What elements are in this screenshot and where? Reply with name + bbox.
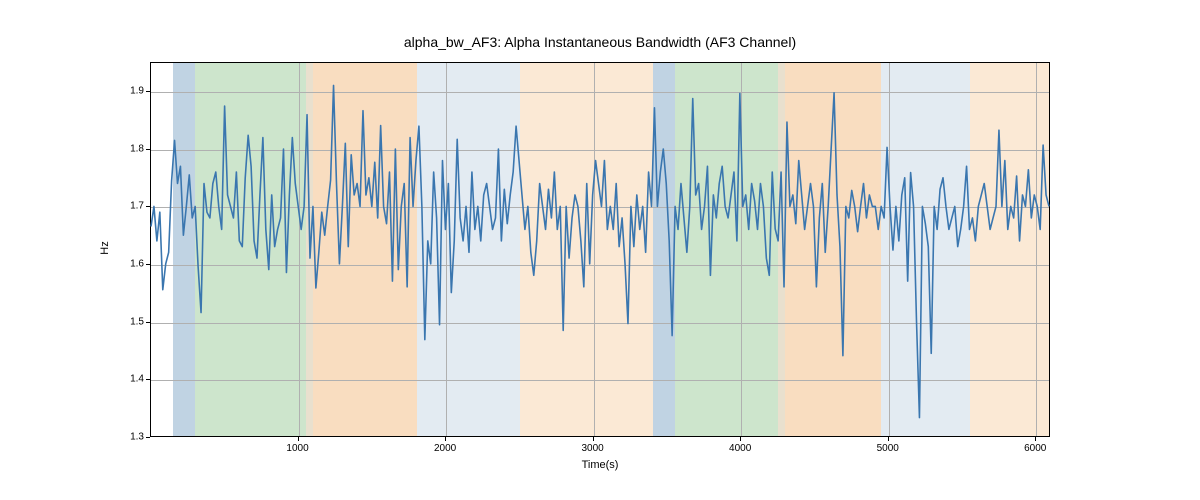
y-tick-mark xyxy=(146,91,150,92)
x-tick-label: 2000 xyxy=(434,443,456,454)
x-axis-label: Time(s) xyxy=(150,459,1050,471)
y-tick-label: 1.9 xyxy=(118,85,144,96)
figure: alpha_bw_AF3: Alpha Instantaneous Bandwi… xyxy=(0,0,1200,500)
x-tick-mark xyxy=(740,437,741,441)
x-tick-label: 6000 xyxy=(1024,443,1046,454)
x-tick-mark xyxy=(298,437,299,441)
y-tick-mark xyxy=(146,379,150,380)
x-tick-mark xyxy=(888,437,889,441)
y-axis-label: Hz xyxy=(99,228,111,268)
x-tick-label: 4000 xyxy=(729,443,751,454)
x-tick-mark xyxy=(593,437,594,441)
y-tick-mark xyxy=(146,264,150,265)
y-tick-label: 1.6 xyxy=(118,258,144,269)
x-tick-label: 1000 xyxy=(286,443,308,454)
x-tick-mark xyxy=(1035,437,1036,441)
line-series xyxy=(151,63,1049,436)
y-tick-label: 1.8 xyxy=(118,143,144,154)
data-line xyxy=(151,85,1049,417)
y-tick-mark xyxy=(146,437,150,438)
chart-axes xyxy=(150,62,1050,437)
y-tick-label: 1.5 xyxy=(118,316,144,327)
y-tick-label: 1.3 xyxy=(118,432,144,443)
y-tick-mark xyxy=(146,149,150,150)
y-tick-label: 1.7 xyxy=(118,201,144,212)
x-tick-mark xyxy=(445,437,446,441)
x-tick-label: 3000 xyxy=(581,443,603,454)
x-tick-label: 5000 xyxy=(877,443,899,454)
y-tick-mark xyxy=(146,322,150,323)
chart-title: alpha_bw_AF3: Alpha Instantaneous Bandwi… xyxy=(150,34,1050,50)
y-tick-mark xyxy=(146,206,150,207)
y-tick-label: 1.4 xyxy=(118,374,144,385)
